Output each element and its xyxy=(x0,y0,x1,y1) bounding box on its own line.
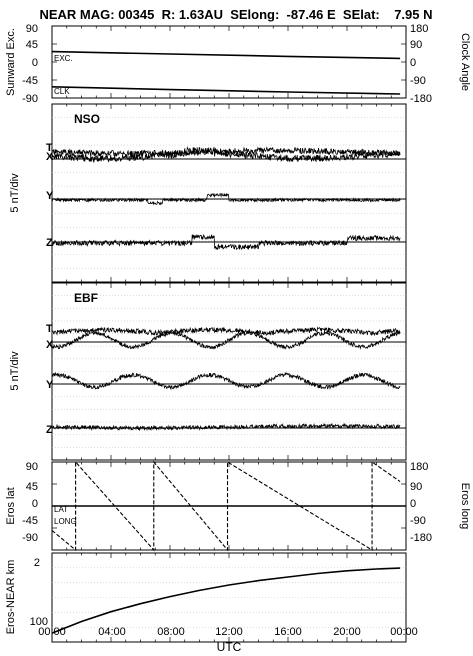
data-traces xyxy=(51,50,406,634)
ytick-label: 0 xyxy=(410,498,416,510)
lat-series-label: LAT xyxy=(54,505,68,514)
long-series-label: LONG xyxy=(54,517,77,526)
nso-x-trace xyxy=(51,146,401,164)
xtick-label: 12:00 xyxy=(215,626,243,638)
xtick-label: 08:00 xyxy=(157,626,185,638)
ytick-label: -90 xyxy=(410,515,426,527)
ytick-label: -90 xyxy=(22,532,38,544)
range-line xyxy=(51,567,401,634)
eros-long-ylabel: Eros long xyxy=(459,483,471,529)
nso-t-label: T xyxy=(46,142,53,154)
xtick-label: 00:00 xyxy=(38,626,66,638)
ytick-label: 90 xyxy=(410,39,422,51)
ebf-ylabel: 5 nT/div xyxy=(9,351,21,391)
figure-title: NEAR MAG: 00345 R: 1.63AU SElong: -87.46… xyxy=(39,7,432,22)
x-axis-label: UTC xyxy=(217,640,242,654)
nso-z-trace xyxy=(51,233,401,251)
nso-z-label: Z xyxy=(46,237,53,249)
eros-lat-yticks: 90 45 0 -45 -90 xyxy=(22,461,38,544)
clk-line xyxy=(51,86,401,95)
x-tick-labels: 00:00 04:00 08:00 12:00 16:00 20:00 00:0… xyxy=(38,626,418,638)
clock-yticks-right: 180 90 0 -90 -180 xyxy=(410,23,432,105)
nso-panel-label: NSO xyxy=(74,112,100,126)
ebf-x-label: X xyxy=(46,339,54,351)
xtick-label: 16:00 xyxy=(274,626,302,638)
range-ytick-bottom: 100 xyxy=(30,616,48,628)
nso-y-trace xyxy=(51,192,401,206)
ebf-panel-label: EBF xyxy=(74,291,98,305)
eros-lat-ylabel: Eros lat xyxy=(5,487,17,524)
ytick-label: 45 xyxy=(26,39,38,51)
ebf-t-trace xyxy=(51,326,401,337)
ytick-label: -180 xyxy=(410,532,432,544)
exc-line xyxy=(51,50,401,60)
ytick-label: -45 xyxy=(22,75,38,87)
grid-and-ticks xyxy=(51,25,407,642)
xtick-label: 20:00 xyxy=(333,626,361,638)
ytick-label: 0 xyxy=(32,498,38,510)
sunward-yticks-left: 90 45 0 -45 -90 xyxy=(22,23,38,105)
sunward-ylabel: Sunward Exc. xyxy=(5,28,17,96)
clock-ylabel: Clock Angle xyxy=(459,33,471,91)
xtick-label: 04:00 xyxy=(98,626,126,638)
nso-x-label: X xyxy=(46,151,54,163)
eros-long-yticks: 180 90 0 -90 -180 xyxy=(410,461,432,544)
ytick-label: 90 xyxy=(410,481,422,493)
ebf-y-trace xyxy=(51,371,401,391)
nso-t-trace xyxy=(51,146,401,158)
ytick-label: 45 xyxy=(26,481,38,493)
ytick-label: 180 xyxy=(410,461,428,473)
xtick-label: 00:00 xyxy=(390,626,418,638)
ytick-label: 90 xyxy=(26,461,38,473)
ebf-z-label: Z xyxy=(46,424,53,436)
clk-series-label: CLK xyxy=(54,87,70,96)
ytick-label: -90 xyxy=(22,93,38,105)
range-ytick-top: 2 xyxy=(34,557,40,569)
nso-ylabel: 5 nT/div xyxy=(9,173,21,213)
ebf-x-trace xyxy=(51,330,401,350)
ytick-label: -45 xyxy=(22,515,38,527)
ytick-label: -180 xyxy=(410,93,432,105)
range-ylabel: Eros-NEAR km xyxy=(5,560,17,635)
exc-series-label: EXC. xyxy=(54,54,73,63)
nso-y-label: Y xyxy=(46,190,54,202)
ytick-label: 90 xyxy=(26,23,38,35)
ytick-label: -90 xyxy=(410,75,426,87)
ytick-label: 0 xyxy=(410,57,416,69)
ebf-z-trace xyxy=(51,422,401,432)
ebf-t-label: T xyxy=(46,323,53,335)
ytick-label: 180 xyxy=(410,23,428,35)
ebf-y-label: Y xyxy=(46,379,54,391)
long-line xyxy=(51,460,401,552)
ytick-label: 0 xyxy=(32,57,38,69)
